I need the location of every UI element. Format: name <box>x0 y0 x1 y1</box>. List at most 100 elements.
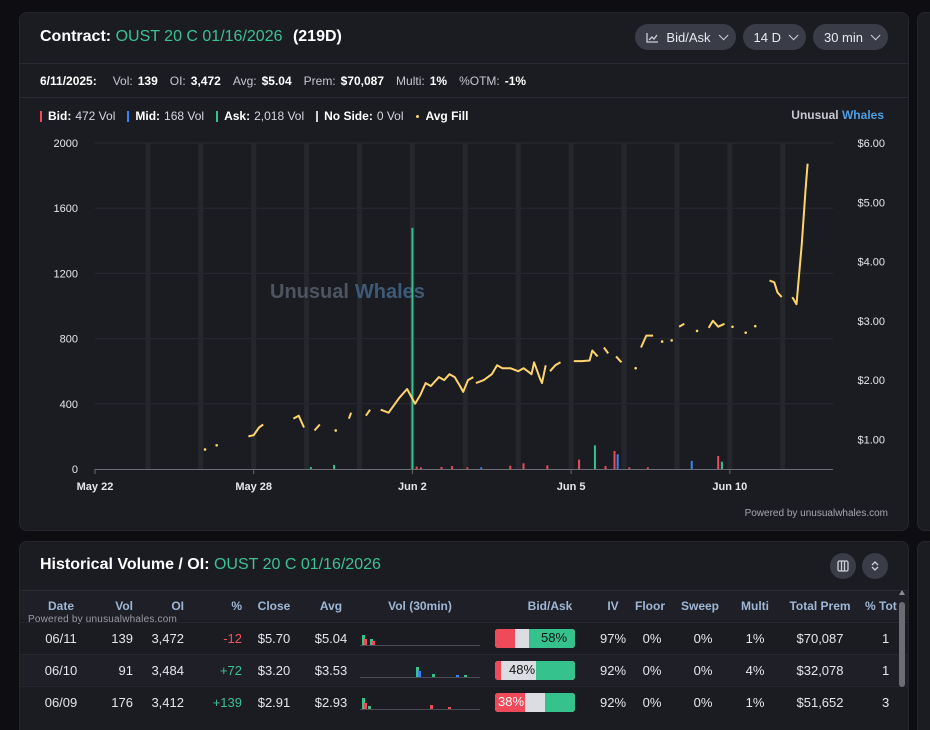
col-close[interactable]: Close <box>257 598 291 613</box>
cell-sweep: 0% <box>693 630 713 646</box>
y-left-tick-label: 800 <box>60 334 78 346</box>
avg-fill-point <box>203 448 207 451</box>
legend-mid[interactable]: Mid: 168 Vol <box>127 109 204 123</box>
y-right-tick-label: $2.00 <box>857 375 885 387</box>
legend-label: Ask: <box>224 109 251 123</box>
sort-toggle-button[interactable] <box>862 553 888 579</box>
cell-iv: 97% <box>599 630 627 646</box>
col-total-prem[interactable]: Total Prem <box>789 598 851 613</box>
legend-value: 2,018 Vol <box>254 109 305 123</box>
session-separator <box>621 143 627 469</box>
scroll-up-arrow[interactable] <box>899 590 905 595</box>
range-dropdown[interactable]: 14 D <box>742 24 806 50</box>
avg-fill-line <box>203 163 809 451</box>
columns-icon <box>837 560 849 572</box>
cell-pct-tot: 1 <box>882 662 890 678</box>
cell-close: $3.20 <box>257 662 291 678</box>
history-symbol: OUST 20 C 01/16/2026 <box>213 556 381 573</box>
legend-no-side[interactable]: No Side: 0 Vol <box>316 109 404 123</box>
col-oi[interactable]: OI <box>171 598 184 613</box>
cell-oi: 3,484 <box>151 662 184 678</box>
legend-swatch <box>316 110 319 122</box>
avg-fill-segment <box>380 373 474 414</box>
cell-vol-sparkline <box>360 655 480 685</box>
volume-bar-bid <box>440 467 443 469</box>
bid-ask-bid-fill <box>495 629 515 648</box>
col-vol30[interactable]: Vol (30min) <box>388 598 452 613</box>
brand-logo[interactable]: Unusual Whales <box>791 108 884 122</box>
chart-legend: Bid: 472 Vol Mid: 168 Vol Ask: 2,018 Vol No… <box>40 109 484 123</box>
volume-bar-bid <box>578 459 581 469</box>
col-iv[interactable]: IV <box>607 598 619 613</box>
col-date[interactable]: Date <box>47 598 74 613</box>
volume-bar-bid <box>522 463 525 469</box>
volume-bar-ask <box>309 467 312 469</box>
avg-fill-point <box>744 331 748 334</box>
table-watermark: Powered by unusualwhales.com <box>28 614 178 625</box>
chevron-up-down-icon <box>871 561 879 571</box>
col-bidask[interactable]: Bid/Ask <box>527 598 573 613</box>
volume-bar-bid <box>466 467 469 469</box>
y-right-tick-label: $5.00 <box>857 197 885 209</box>
table-row[interactable]: 06/11 139 3,472 -12 $5.70 $5.04 58% 97% … <box>20 622 908 653</box>
col-multi[interactable]: Multi <box>741 598 769 613</box>
session-separator <box>515 143 521 469</box>
bid-ask-bar: 58% <box>495 629 575 648</box>
x-tick-label: Jun 2 <box>398 481 427 493</box>
bid-ask-bid-fill <box>495 693 525 712</box>
y-left-tick-label: 1200 <box>54 268 78 280</box>
legend-avg-fill[interactable]: Avg Fill <box>415 109 473 123</box>
adjacent-panel <box>917 541 930 730</box>
session-separator <box>198 143 204 469</box>
historical-volume-card: Historical Volume / OI: OUST 20 C 01/16/… <box>19 541 909 730</box>
table-row[interactable]: 06/10 91 3,484 +72 $3.20 $3.53 48% 92% 0… <box>20 654 908 685</box>
bid-ask-percent: 58% <box>541 630 568 645</box>
bid-ask-percent: 48% <box>509 662 536 677</box>
col-vol[interactable]: Vol <box>115 598 133 613</box>
column-settings-button[interactable] <box>830 553 856 579</box>
stat-avg: $5.04 <box>261 73 292 88</box>
volume-bar-ask <box>411 227 414 469</box>
avg-fill-segment <box>573 349 599 363</box>
cell-pct-tot: 1 <box>882 630 890 646</box>
cell-oi: 3,472 <box>151 630 184 646</box>
col-avg[interactable]: Avg <box>319 598 343 613</box>
avg-fill-point <box>334 429 338 432</box>
cell-date: 06/11 <box>45 630 77 646</box>
volume-bar-ask <box>593 445 596 469</box>
table-row[interactable]: 06/09 176 3,412 +139 $2.91 $2.93 38% 92%… <box>20 686 908 717</box>
bid-ask-mid-fill <box>515 629 529 648</box>
cell-oi-change: -12 <box>223 630 242 646</box>
col-pct[interactable]: % <box>231 598 242 613</box>
col-floor[interactable]: Floor <box>635 598 665 613</box>
chart-watermark: Unusual Whales <box>270 281 425 303</box>
session-separator <box>568 143 574 469</box>
legend-bid[interactable]: Bid: 472 Vol <box>40 109 115 123</box>
volume-bar-bid <box>628 467 631 469</box>
bid-ask-mid-fill <box>501 661 536 680</box>
volume-bar-bid <box>717 455 720 469</box>
chart-mode-dropdown[interactable]: Bid/Ask <box>635 24 736 50</box>
watermark-part: Unusual <box>270 281 349 303</box>
y-left-tick-label: 0 <box>72 464 78 476</box>
col-pct-tot[interactable]: % Tot <box>865 598 897 613</box>
interval-dropdown[interactable]: 30 min <box>812 24 888 50</box>
chart-axes: 0 400 800 1200 1600 2000 $1.00 $2.00 $3.00 $4.00 $… <box>54 138 885 493</box>
session-separator <box>145 143 151 469</box>
cell-total-prem: $70,087 <box>796 630 844 646</box>
cell-vol-sparkline <box>360 623 480 653</box>
col-sweep[interactable]: Sweep <box>680 598 719 613</box>
volume-bar-bid <box>419 467 422 469</box>
bid-ask-bid-fill <box>495 661 501 680</box>
cell-vol-sparkline <box>360 687 480 717</box>
table-scrollbar[interactable] <box>899 602 905 687</box>
legend-value: 168 Vol <box>164 109 205 123</box>
stat-multi: 1% <box>429 73 448 88</box>
x-tick-label: May 28 <box>235 481 272 493</box>
bid-ask-bar: 38% <box>495 693 575 712</box>
avg-fill-segment <box>603 346 610 354</box>
cell-floor: 0% <box>642 630 662 646</box>
volume-bar-bid <box>415 466 418 469</box>
legend-ask[interactable]: Ask: 2,018 Vol <box>216 109 304 123</box>
watermark-part: Whales <box>355 281 425 303</box>
